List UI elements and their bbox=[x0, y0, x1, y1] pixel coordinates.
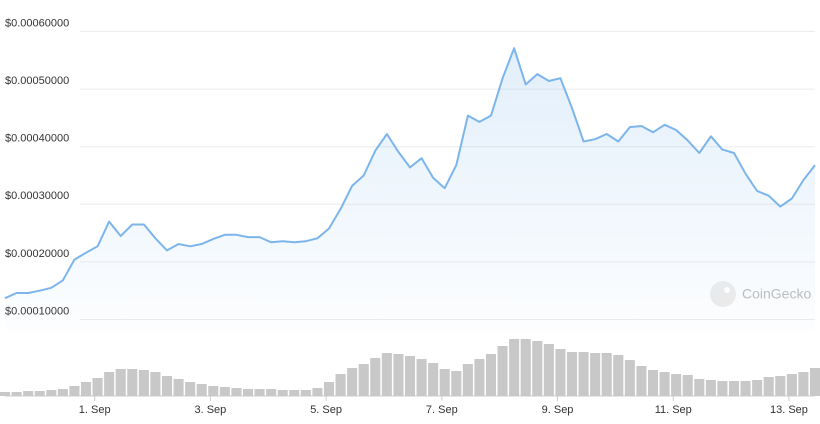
volume-bar bbox=[752, 380, 763, 396]
volume-bar bbox=[543, 344, 554, 396]
volume-bar bbox=[393, 354, 404, 396]
volume-bar bbox=[624, 360, 635, 396]
volume-bar bbox=[46, 390, 57, 396]
volume-bar bbox=[763, 377, 774, 396]
volume-bar bbox=[555, 349, 566, 396]
volume-bar bbox=[439, 369, 450, 396]
volume-bar bbox=[80, 382, 92, 396]
volume-bar bbox=[92, 378, 103, 396]
volume-bar bbox=[69, 386, 80, 396]
volume-bar bbox=[242, 389, 254, 396]
volume-bar bbox=[532, 341, 543, 396]
watermark: CoinGecko bbox=[710, 281, 811, 307]
volume-bar bbox=[266, 389, 277, 396]
volume-bar bbox=[474, 359, 485, 396]
volume-bar bbox=[462, 364, 473, 396]
volume-bar bbox=[520, 339, 531, 396]
price-line bbox=[4, 47, 816, 300]
volume-bar bbox=[347, 368, 358, 396]
volume-bar bbox=[485, 354, 497, 396]
volume-bar bbox=[775, 376, 786, 396]
y-tick-label: $0.00020000 bbox=[5, 248, 69, 260]
volume-bar bbox=[647, 370, 659, 396]
volume-bar bbox=[740, 381, 751, 396]
volume-bar bbox=[451, 371, 462, 396]
volume-bar bbox=[613, 355, 624, 396]
volume-bar bbox=[335, 374, 346, 396]
volume-bar bbox=[497, 346, 508, 396]
volume-bar bbox=[358, 364, 369, 396]
volume-bar bbox=[566, 352, 578, 396]
volume-bar bbox=[104, 372, 115, 396]
y-tick-label: $0.00060000 bbox=[5, 17, 69, 29]
volume-bar bbox=[509, 339, 520, 396]
x-tick-label: 1. Sep bbox=[79, 404, 111, 416]
volume-bar bbox=[694, 379, 705, 396]
x-tick-label: 13. Sep bbox=[770, 404, 808, 416]
volume-bar bbox=[404, 356, 416, 396]
volume-bar bbox=[138, 370, 149, 396]
x-tick-label: 7. Sep bbox=[426, 404, 458, 416]
volume-bar bbox=[590, 353, 601, 396]
x-tick-label: 9. Sep bbox=[542, 404, 574, 416]
volume-bar bbox=[277, 390, 288, 396]
volume-bar bbox=[127, 369, 138, 396]
volume-bar bbox=[428, 363, 439, 396]
volume-bar bbox=[705, 380, 716, 396]
watermark-text: CoinGecko bbox=[742, 286, 811, 302]
volume-bar bbox=[601, 353, 612, 396]
volume-bar bbox=[323, 382, 335, 396]
volume-bar bbox=[809, 368, 820, 396]
volume-bar bbox=[208, 386, 219, 396]
y-tick-label: $0.00050000 bbox=[5, 75, 69, 87]
volume-bar bbox=[728, 381, 740, 396]
volume-bar bbox=[659, 372, 670, 396]
volume-bar bbox=[231, 388, 242, 396]
volume-bar bbox=[23, 391, 34, 396]
volume-bar bbox=[57, 389, 68, 396]
x-tick-label: 5. Sep bbox=[310, 404, 342, 416]
volume-bar bbox=[578, 352, 589, 396]
x-tick-label: 11. Sep bbox=[655, 404, 692, 416]
volume-bar bbox=[300, 390, 311, 396]
volume-bar bbox=[185, 382, 196, 396]
volume-bar bbox=[289, 390, 300, 396]
volume-bar bbox=[34, 391, 45, 396]
y-tick-label: $0.00040000 bbox=[5, 133, 69, 145]
volume-bar bbox=[798, 372, 809, 396]
volume-bar bbox=[161, 376, 173, 396]
volume-bar bbox=[717, 381, 728, 396]
volume-bar bbox=[671, 374, 682, 396]
volume-bar bbox=[682, 375, 693, 396]
volume-bar bbox=[636, 366, 647, 396]
volume-bar bbox=[254, 389, 265, 396]
volume-bar bbox=[786, 374, 797, 396]
volume-bar bbox=[173, 379, 184, 396]
watermark-logo bbox=[710, 281, 736, 307]
volume-bar bbox=[370, 358, 381, 396]
volume-bar bbox=[11, 392, 22, 396]
volume-bar bbox=[196, 384, 207, 396]
volume-bar bbox=[150, 372, 161, 396]
volume-bar bbox=[0, 392, 11, 396]
volume-bar bbox=[381, 353, 392, 396]
price-area bbox=[5, 48, 815, 331]
x-tick-label: 3. Sep bbox=[194, 404, 226, 416]
volume-bar bbox=[312, 388, 323, 396]
y-tick-label: $0.00030000 bbox=[5, 190, 69, 202]
watermark-logo-eye bbox=[724, 287, 730, 293]
volume-bar bbox=[115, 369, 126, 396]
volume-bar bbox=[219, 387, 230, 396]
volume-bar bbox=[416, 359, 427, 396]
